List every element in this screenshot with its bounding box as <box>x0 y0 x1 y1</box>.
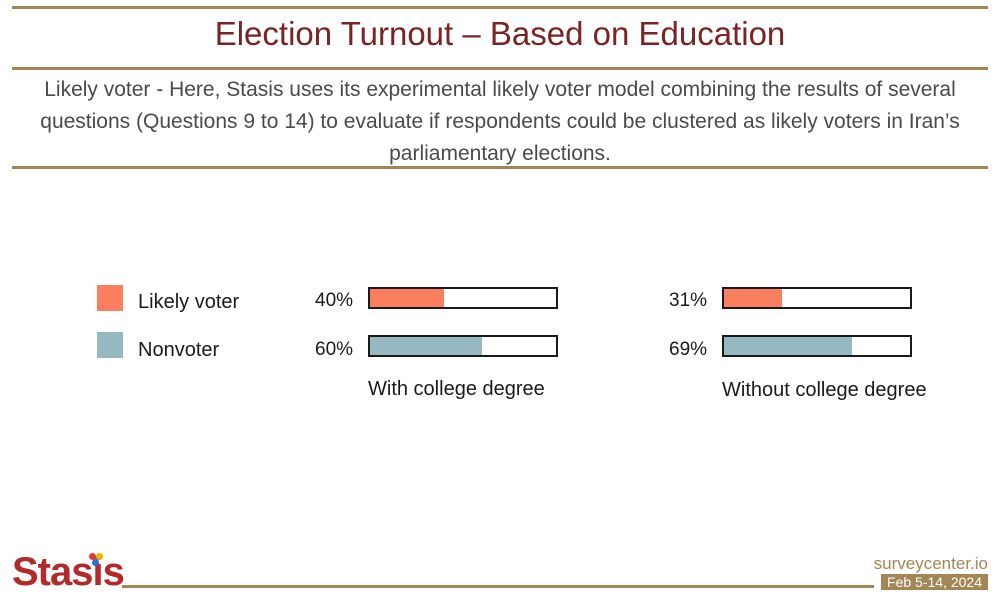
data-label-likely-college: 40% <box>315 290 354 311</box>
stasis-logo: Stasis <box>12 550 125 594</box>
bar-track-likely-no-college <box>722 287 912 309</box>
bar-track-nonvoter-no-college <box>722 335 912 357</box>
logo-text: Stasis <box>12 550 125 594</box>
category-label-with-college: With college degree <box>368 378 545 400</box>
footer-rule <box>122 585 874 588</box>
legend-label-nonvoter: Nonvoter <box>138 339 220 361</box>
logo-dot-red <box>89 553 96 560</box>
bar-track-nonvoter-college <box>368 335 558 357</box>
data-label-likely-no-college: 31% <box>669 290 708 311</box>
logo-dot-blue <box>92 559 99 566</box>
legend-swatch-likely-voter <box>97 285 123 311</box>
legend-label-likely-voter: Likely voter <box>138 291 240 313</box>
subtitle-rule <box>12 166 988 169</box>
legend-swatch-nonvoter <box>97 332 123 358</box>
data-label-nonvoter-college: 60% <box>315 339 354 360</box>
data-label-nonvoter-no-college: 69% <box>669 339 708 360</box>
page-title: Election Turnout – Based on Education <box>214 15 786 52</box>
bar-nonvoter-college <box>370 337 482 355</box>
footer-date: Feb 5-14, 2024 <box>881 574 988 590</box>
top-rule <box>12 6 988 9</box>
category-label-without-college: Without college degree <box>722 379 927 401</box>
title-rule <box>12 67 988 70</box>
bar-likely-no-college <box>724 289 782 307</box>
footer-site: surveycenter.io <box>873 554 988 573</box>
page-subtitle: Likely voter - Here, Stasis uses its exp… <box>40 78 960 165</box>
bar-nonvoter-no-college <box>724 337 852 355</box>
logo-dot-yellow <box>96 553 103 560</box>
bar-track-likely-college <box>368 287 558 309</box>
bar-likely-college <box>370 289 444 307</box>
